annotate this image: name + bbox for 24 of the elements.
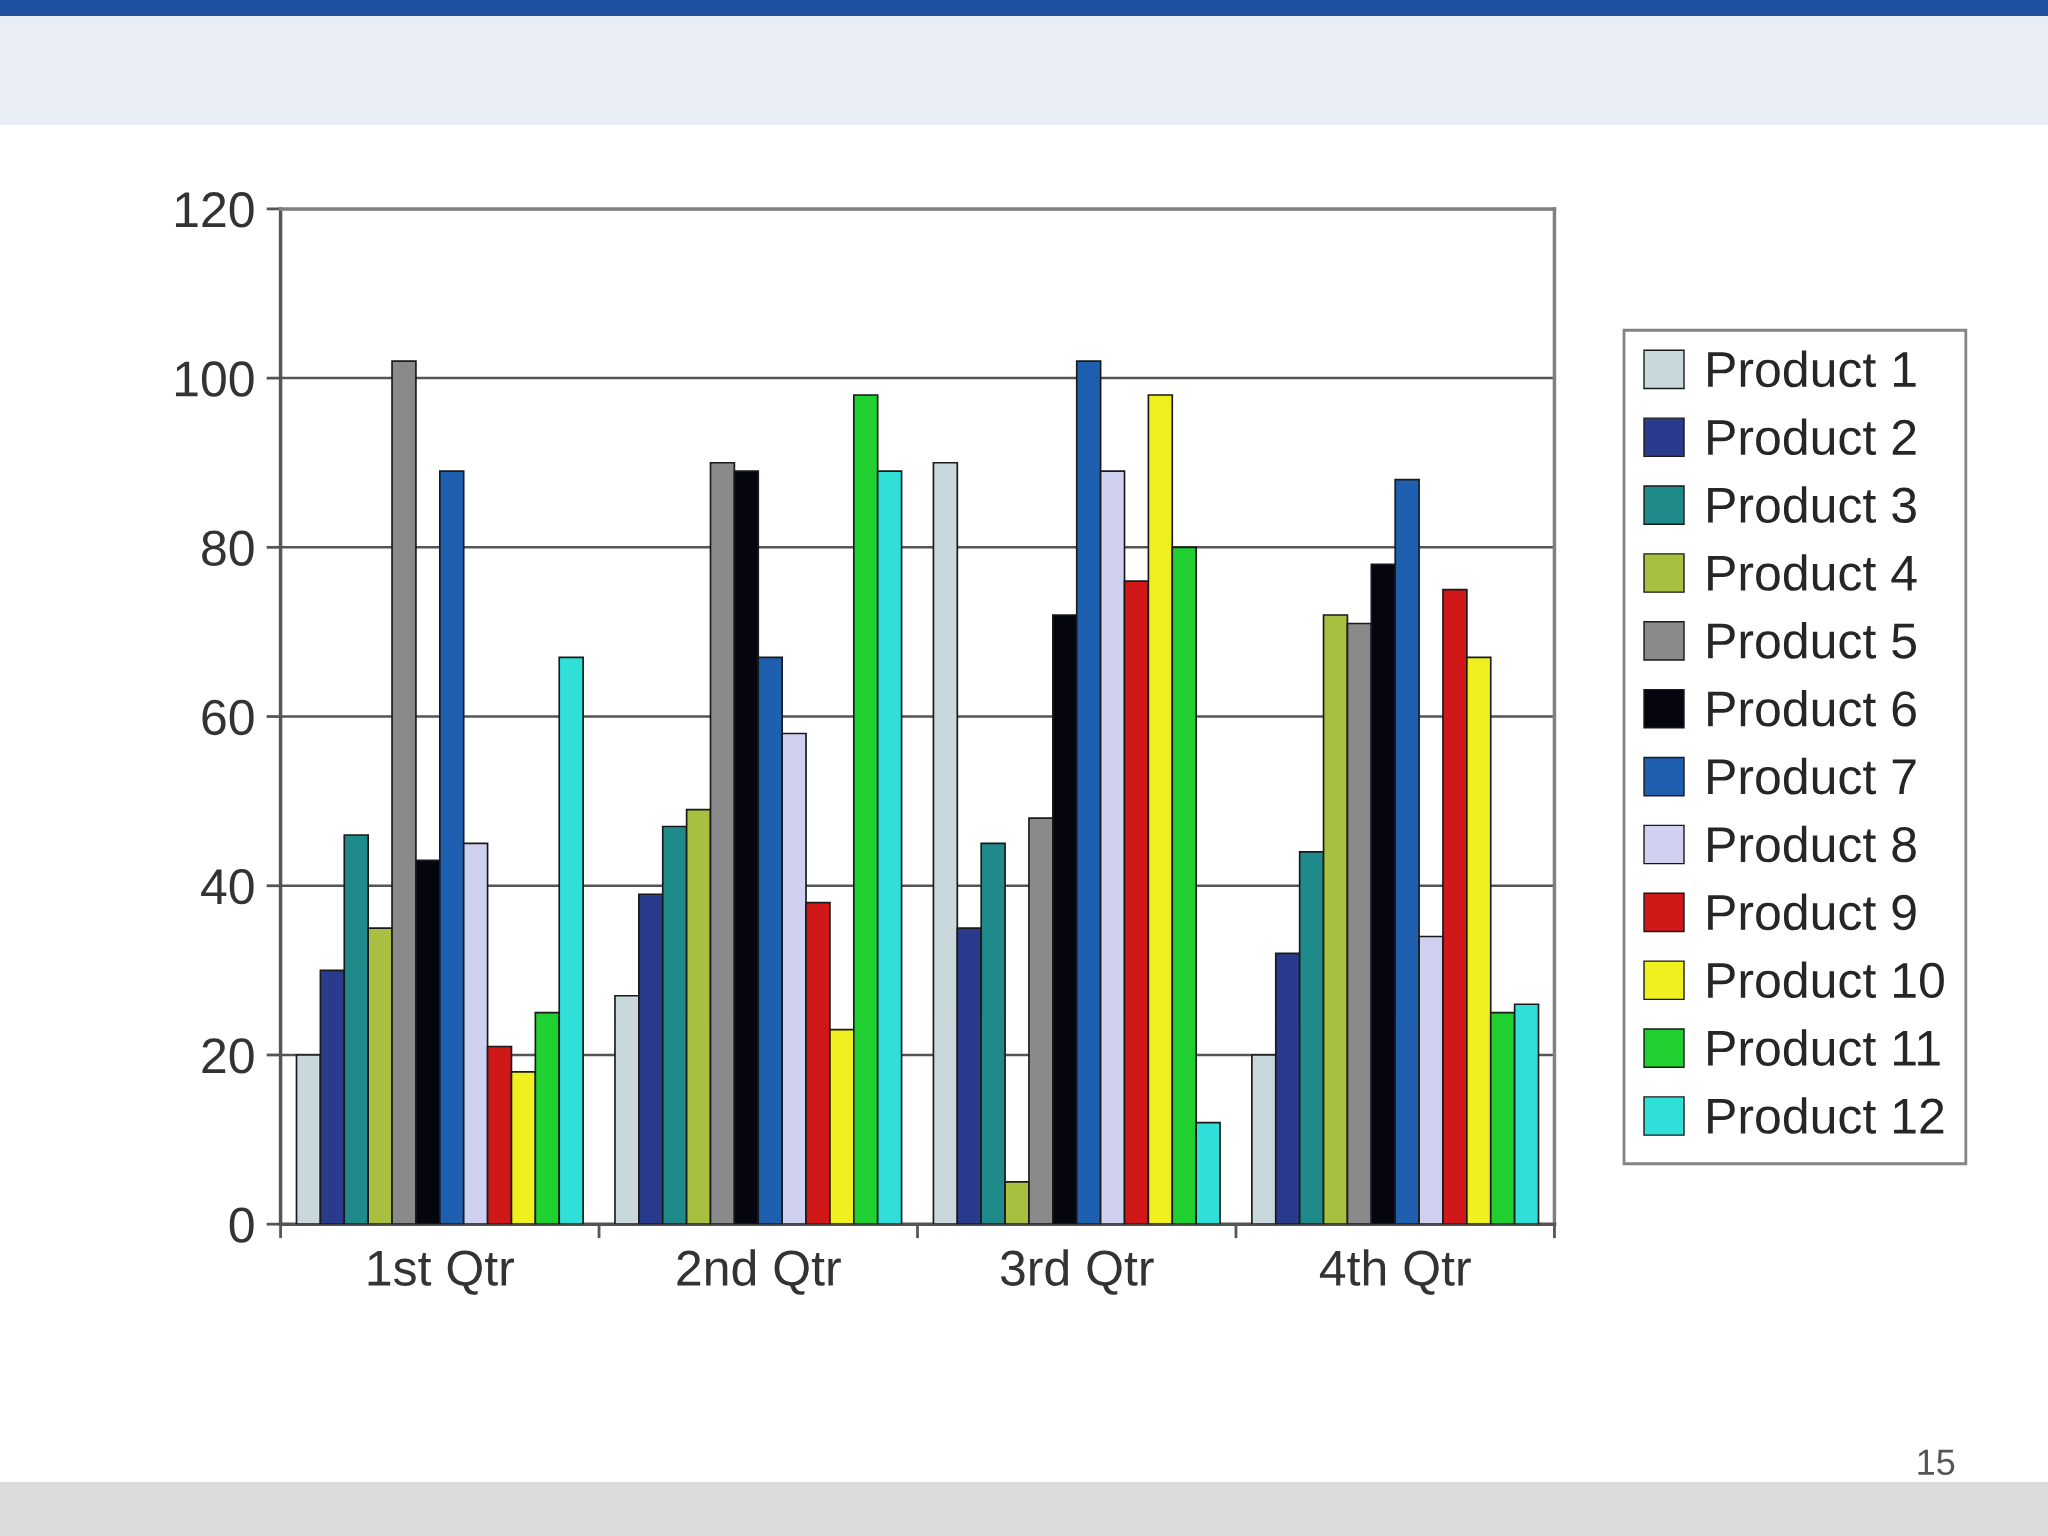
- y-tick-label: 0: [229, 1207, 254, 1243]
- legend-label: Product 8: [1708, 825, 1916, 863]
- y-tick-label: 60: [202, 699, 254, 736]
- legend-label: Product 5: [1708, 622, 1916, 659]
- legend-label: Product 2: [1708, 418, 1916, 456]
- legend-label: Product 10: [1708, 961, 1944, 999]
- x-tick-label: 4th Qtr: [1319, 1249, 1471, 1295]
- x-tick-label: 2nd Qtr: [677, 1249, 841, 1295]
- text: 15: [1918, 1449, 1955, 1476]
- y-tick-label: 100: [175, 361, 254, 397]
- legend-label: Product 12: [1708, 1097, 1944, 1134]
- legend-label: Product 11: [1708, 1029, 1940, 1066]
- y-tick-label: 20: [202, 1038, 254, 1074]
- y-tick-label: 80: [202, 530, 254, 566]
- x-tick-label: 1st Qtr: [368, 1250, 514, 1295]
- legend-label: Product 1: [1708, 350, 1916, 388]
- legend-label: Product 6: [1708, 689, 1916, 727]
- legend-label: Product 7: [1708, 757, 1916, 795]
- y-tick-label: 120: [175, 192, 254, 228]
- legend-label: Product 9: [1708, 893, 1916, 931]
- y-tick-label: 40: [201, 868, 254, 905]
- legend-label: Product 4: [1708, 554, 1917, 591]
- legend-label: Product 3: [1708, 486, 1916, 523]
- x-tick-label: 3rd Qtr: [1000, 1249, 1154, 1295]
